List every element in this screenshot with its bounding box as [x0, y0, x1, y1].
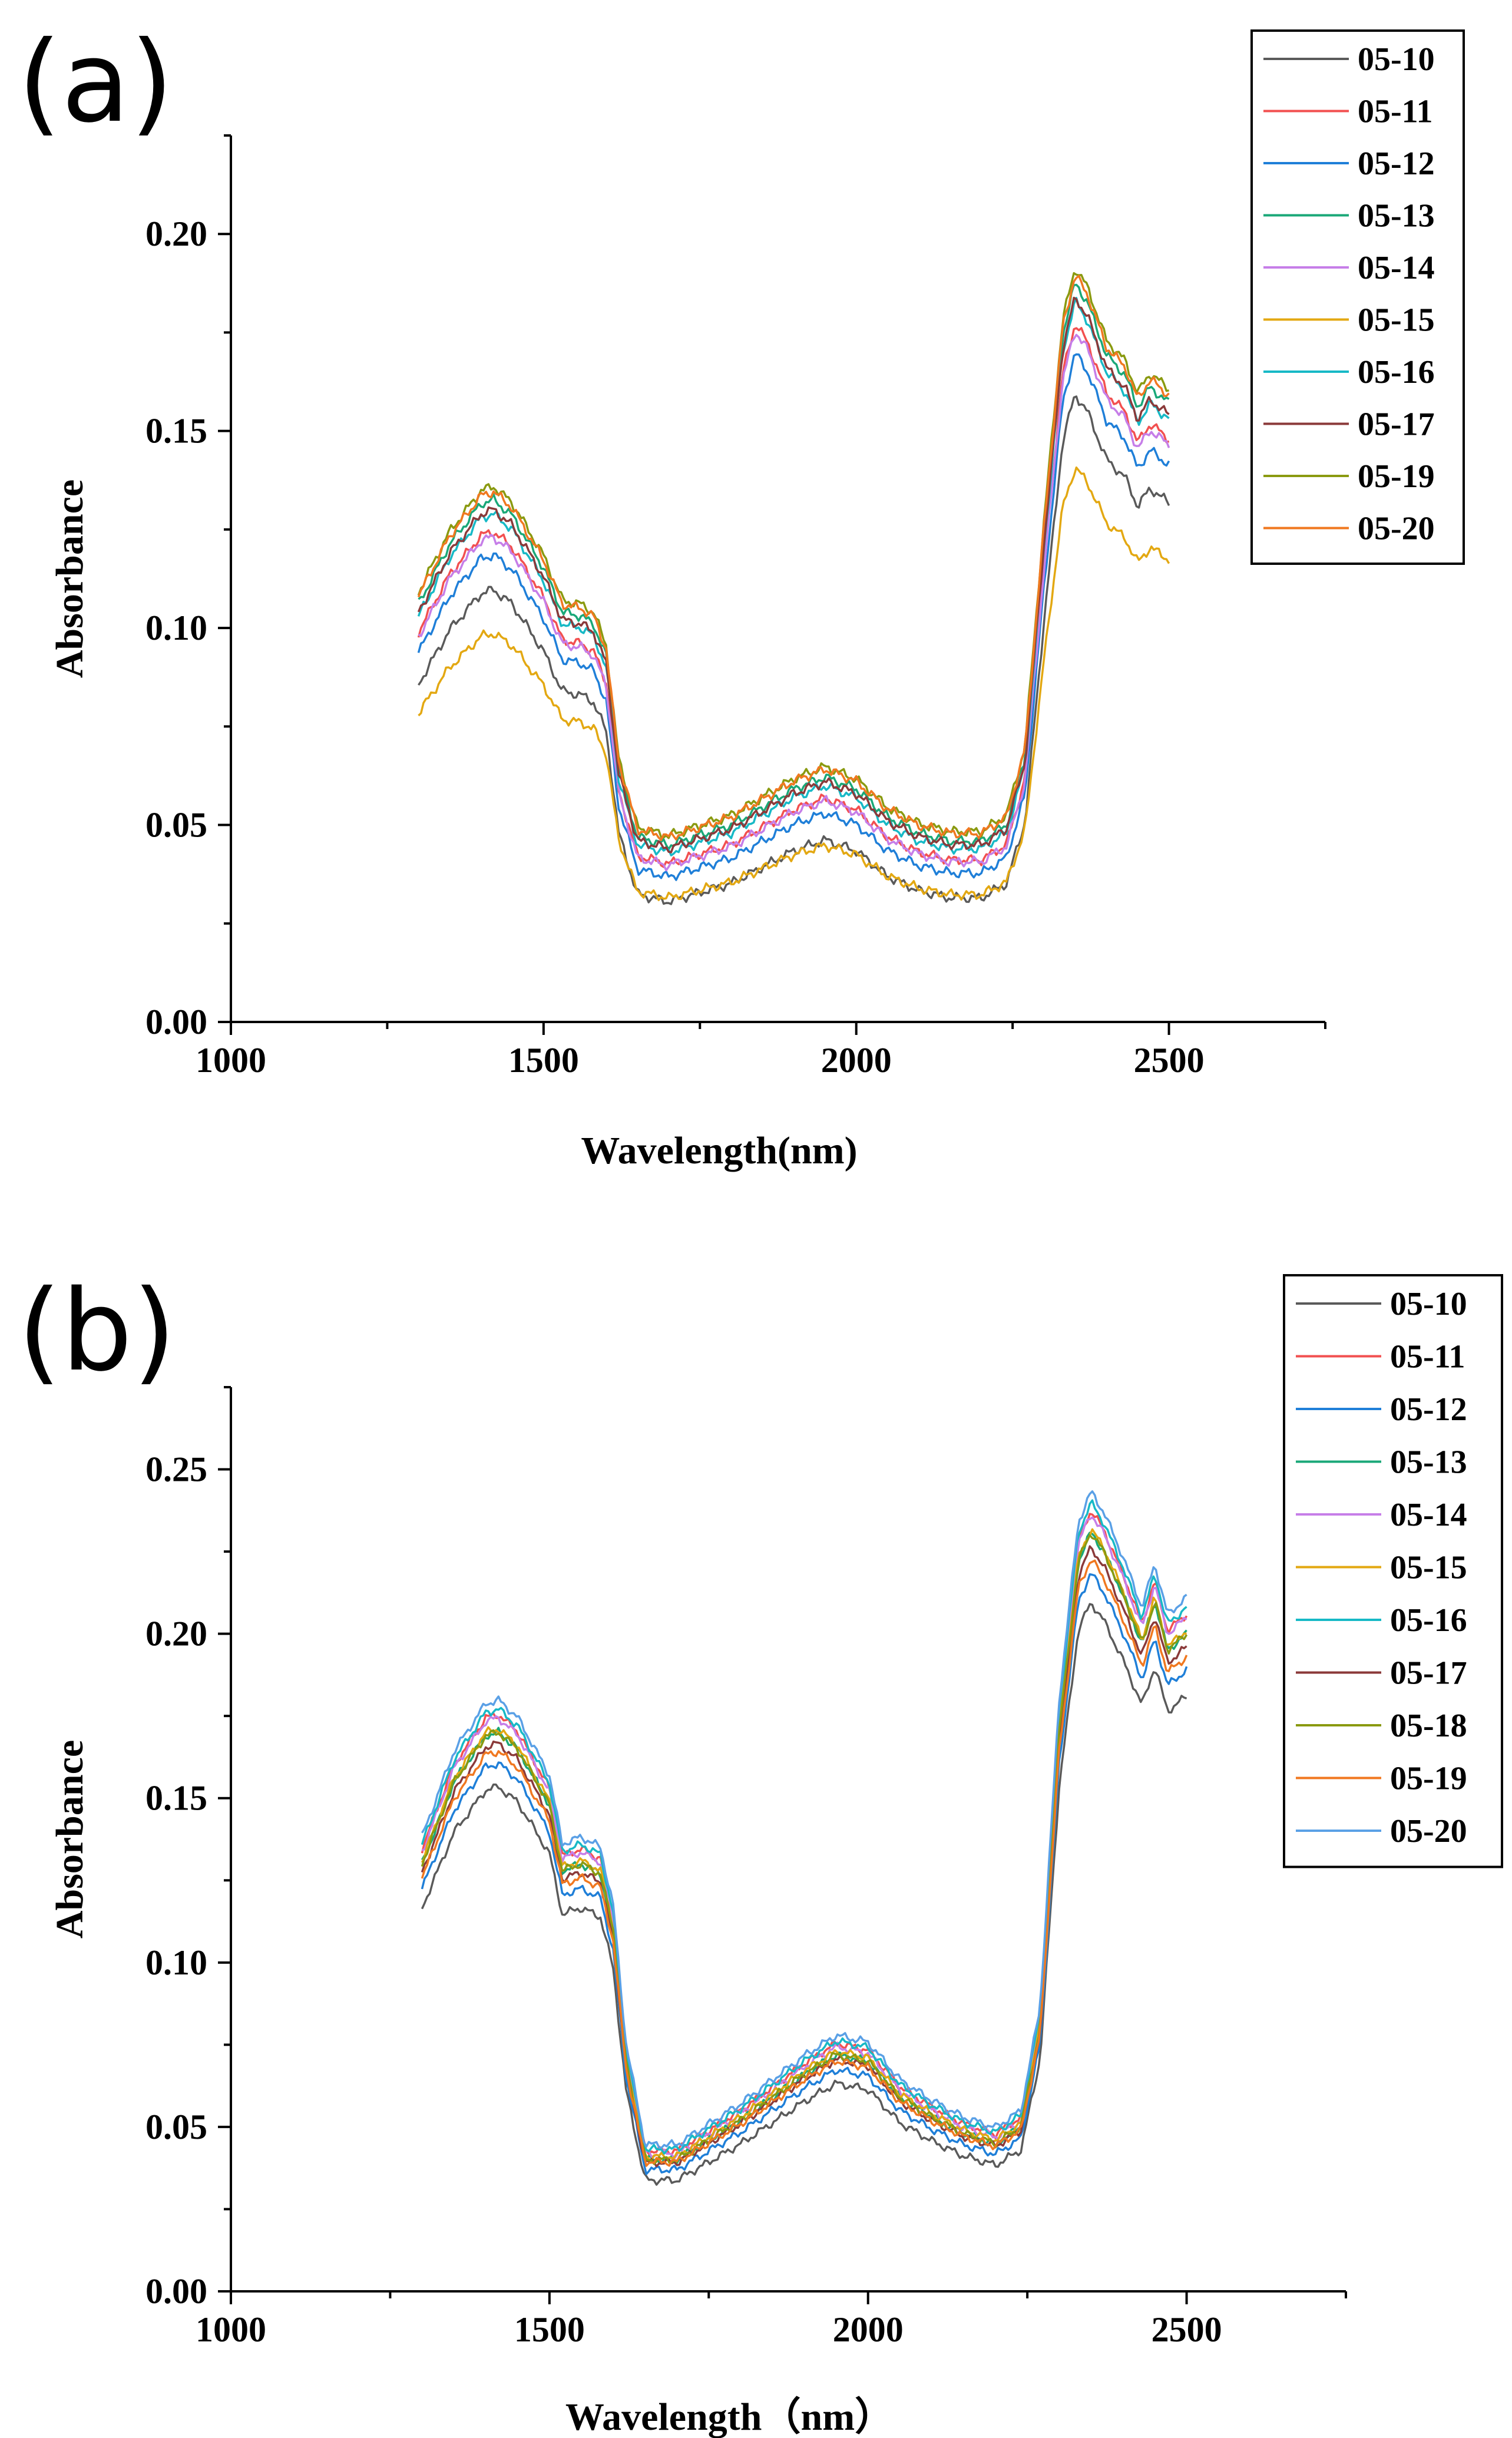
y-tick-label: 0.05	[145, 2108, 207, 2146]
panel-a: (a) 1000 1500 2000 2500 0.00 0.05 0.10 0.15 0.20 W…	[18, 17, 1465, 1172]
legend-label: 05-15	[1390, 1550, 1467, 1586]
y-tick-label: 0.00	[145, 1003, 207, 1041]
x-tick-label: 2500	[1152, 2310, 1222, 2349]
x-axis-title: Wavelength（nm）	[565, 2395, 894, 2438]
x-axis-title: Wavelength(nm)	[581, 1129, 857, 1172]
legend-label: 05-11	[1390, 1339, 1465, 1375]
legend-label: 05-13	[1358, 198, 1435, 234]
x-tick-label: 1000	[196, 1041, 266, 1080]
legend-label: 05-12	[1390, 1391, 1467, 1428]
series-line-05-20	[421, 1490, 1187, 2149]
legend-label: 05-17	[1358, 406, 1435, 443]
legend-label: 05-14	[1390, 1497, 1467, 1533]
legend-label: 05-18	[1390, 1708, 1467, 1744]
x-tick-label: 1500	[514, 2310, 585, 2349]
y-tick-label: 0.15	[145, 412, 207, 451]
y-tick-label: 0.20	[145, 214, 207, 253]
series-line-05-10	[421, 1603, 1187, 2186]
legend-label: 05-11	[1358, 94, 1433, 130]
x-tick-label: 1000	[196, 2310, 266, 2349]
legend-label: 05-19	[1390, 1761, 1467, 1797]
panel-b: (b) 1000 1500 2000 2500 0.00 0.05 0.10 0.15 0.20 0…	[18, 1266, 1503, 2438]
x-tick-label: 1500	[508, 1041, 579, 1080]
series-line-05-19	[421, 1559, 1188, 2167]
legend-label: 05-16	[1390, 1602, 1467, 1639]
y-tick-label: 0.10	[145, 1943, 207, 1982]
legend-label: 05-10	[1390, 1286, 1467, 1322]
series-line-05-20	[417, 274, 1170, 841]
y-tick-label: 0.20	[145, 1615, 207, 1653]
y-tick-label: 0.05	[145, 806, 207, 845]
series-line-05-14	[418, 333, 1170, 872]
x-tick-label: 2000	[821, 1041, 892, 1080]
y-tick-label: 0.10	[145, 608, 207, 647]
legend-label: 05-14	[1358, 250, 1435, 286]
x-tick-label: 2000	[833, 2310, 904, 2349]
legend-label: 05-16	[1358, 354, 1435, 391]
y-tick-label: 0.25	[145, 1450, 207, 1489]
y-axis-title: Absorbance	[48, 1740, 91, 1939]
series-line-05-15	[418, 466, 1170, 901]
series-line-05-10	[418, 395, 1170, 905]
panel-label: (b)	[18, 1266, 176, 1396]
series-line-05-17	[417, 296, 1170, 854]
legend-box	[1283, 1274, 1503, 1868]
y-tick-label: 0.00	[145, 2272, 207, 2311]
series-line-05-18	[421, 1534, 1188, 2165]
x-tick-label: 2500	[1134, 1041, 1205, 1080]
legend-label: 05-17	[1390, 1655, 1467, 1692]
legend-label: 05-20	[1358, 511, 1435, 547]
legend-label: 05-19	[1358, 458, 1435, 495]
legend-label: 05-13	[1390, 1444, 1467, 1481]
legend-label: 05-15	[1358, 302, 1435, 339]
legend-label: 05-10	[1358, 41, 1435, 78]
y-tick-label: 0.15	[145, 1779, 207, 1818]
series-line-05-12	[421, 1573, 1188, 2175]
panel-label: (a)	[18, 17, 174, 147]
legend-label: 05-20	[1390, 1813, 1467, 1850]
legend-label: 05-12	[1358, 145, 1435, 182]
y-axis-title: Absorbance	[48, 479, 91, 678]
